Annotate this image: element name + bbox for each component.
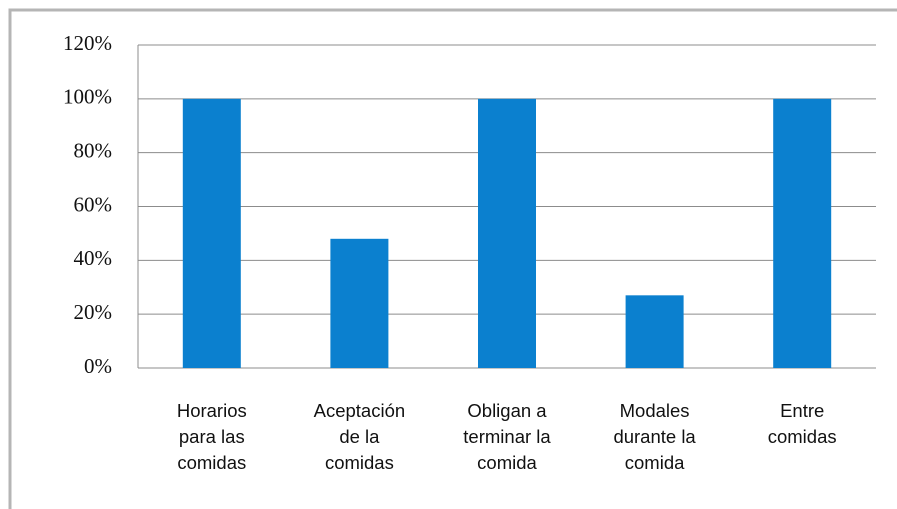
x-tick-label: Horarios para las comidas <box>176 400 247 473</box>
y-tick-label: 120% <box>63 31 112 55</box>
bar <box>773 98 832 368</box>
y-tick-label: 20% <box>74 300 113 324</box>
y-tick-label: 80% <box>74 138 113 162</box>
frame <box>8 8 897 509</box>
bar <box>478 98 536 368</box>
bar <box>625 295 684 368</box>
x-tick-label: Modales durante la comida <box>613 400 696 473</box>
bar <box>182 98 241 368</box>
x-tick-label: Obligan a terminar la comida <box>463 400 551 473</box>
y-tick-label: 40% <box>74 246 113 270</box>
x-tick-label: Entre comidas <box>767 400 837 447</box>
y-tick-label: 0% <box>84 354 112 378</box>
bar <box>330 238 389 368</box>
y-tick-label: 60% <box>74 192 113 216</box>
y-tick-label: 100% <box>63 85 112 109</box>
x-tick-label: Aceptación de la comidas <box>313 400 406 473</box>
